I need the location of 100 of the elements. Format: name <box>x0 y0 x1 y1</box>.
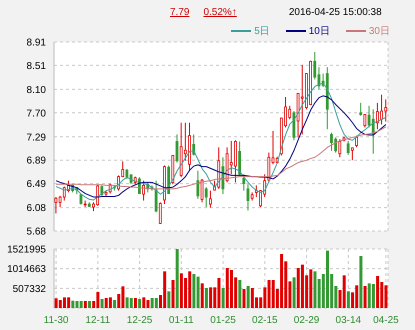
bar <box>222 288 225 308</box>
bar <box>355 285 358 308</box>
bar <box>108 297 112 308</box>
bar <box>226 268 229 308</box>
text: 7.79 <box>170 7 190 18</box>
legend-label: 30日 <box>368 25 390 38</box>
bar <box>292 277 296 308</box>
y-tick-label: 1014663 <box>7 264 46 276</box>
bar <box>100 299 104 308</box>
candlestick <box>334 136 338 154</box>
x-tick-label: 04-25 <box>373 315 400 326</box>
candlestick <box>158 202 162 224</box>
bar <box>368 283 371 308</box>
x-tick-label: 03-14 <box>336 315 362 326</box>
bar <box>163 271 166 308</box>
bar <box>246 286 250 308</box>
candlestick <box>346 140 350 156</box>
bar <box>146 300 150 308</box>
bar <box>359 256 362 308</box>
x-tick-label: 01-25 <box>210 315 236 326</box>
bar <box>134 298 137 308</box>
bar <box>250 288 254 308</box>
bar <box>71 300 74 308</box>
text: 2016-04-25 15:00:38 <box>288 7 382 18</box>
bar <box>313 271 316 308</box>
candlestick <box>125 168 128 180</box>
bar <box>62 297 66 308</box>
bar <box>238 280 242 308</box>
bar <box>204 288 208 308</box>
bar <box>309 269 312 308</box>
bar <box>209 287 212 308</box>
bar <box>176 249 179 308</box>
bar <box>372 284 375 308</box>
bar <box>196 276 200 308</box>
bar <box>242 289 246 308</box>
candlestick <box>176 134 178 164</box>
bar <box>364 286 367 308</box>
y-tick-label: 1521995 <box>7 244 46 256</box>
x-tick-label: 02-15 <box>252 315 278 326</box>
y-tick-label: 7.29 <box>26 132 46 144</box>
candlestick <box>376 102 379 130</box>
candlestick <box>208 190 212 208</box>
candlestick <box>359 102 362 116</box>
bar <box>76 300 78 308</box>
bar <box>126 297 129 308</box>
bar <box>154 298 158 308</box>
bar <box>272 280 275 308</box>
bar <box>130 298 133 308</box>
bar <box>172 280 175 308</box>
bar <box>384 285 388 308</box>
candlestick <box>142 180 145 202</box>
bar <box>113 300 116 308</box>
candlestick <box>238 140 242 176</box>
y-tick-label: 8.51 <box>26 60 46 72</box>
bar <box>346 291 350 308</box>
bar <box>300 264 304 308</box>
candlestick <box>196 170 200 200</box>
candlestick <box>204 186 208 208</box>
bar <box>58 300 62 308</box>
bar <box>217 278 220 308</box>
bar <box>192 274 196 308</box>
bar <box>268 280 271 308</box>
bar <box>180 273 183 308</box>
legend-label: 5日 <box>253 25 270 38</box>
bar <box>230 270 233 308</box>
candlestick <box>380 94 383 126</box>
bar <box>142 297 146 308</box>
y-tick-label: 5.68 <box>26 226 46 238</box>
candlestick <box>363 113 366 128</box>
bar <box>200 283 204 308</box>
bar <box>167 291 170 308</box>
y-tick-label: 6.49 <box>26 179 46 190</box>
y-tick-label: 6.08 <box>26 203 46 214</box>
legend-label: 10日 <box>308 25 330 38</box>
bar <box>376 276 380 308</box>
bar <box>121 286 124 308</box>
bar <box>188 271 192 308</box>
bar <box>326 250 329 308</box>
y-tick-label: 507332 <box>12 284 46 295</box>
bar <box>54 298 58 308</box>
bar <box>138 299 142 308</box>
bar <box>280 254 284 308</box>
bar <box>150 298 154 308</box>
candlestick <box>246 184 250 212</box>
candlestick <box>350 146 354 161</box>
bar <box>80 300 83 308</box>
text: 0.52%↑ <box>203 7 237 18</box>
bar <box>296 268 300 308</box>
x-tick-label: 12-25 <box>126 315 153 326</box>
y-tick-label: 8.10 <box>26 84 46 96</box>
bar <box>88 300 92 308</box>
candlestick <box>300 64 304 135</box>
bar <box>342 275 346 308</box>
candlestick <box>200 178 204 203</box>
x-tick-label: 01-11 <box>168 315 194 326</box>
y-tick-label: 6.89 <box>26 156 46 167</box>
candlestick <box>355 135 358 148</box>
bar <box>96 292 100 308</box>
y-tick-label: 8.91 <box>26 38 46 49</box>
x-tick-label: 11-30 <box>44 315 69 326</box>
